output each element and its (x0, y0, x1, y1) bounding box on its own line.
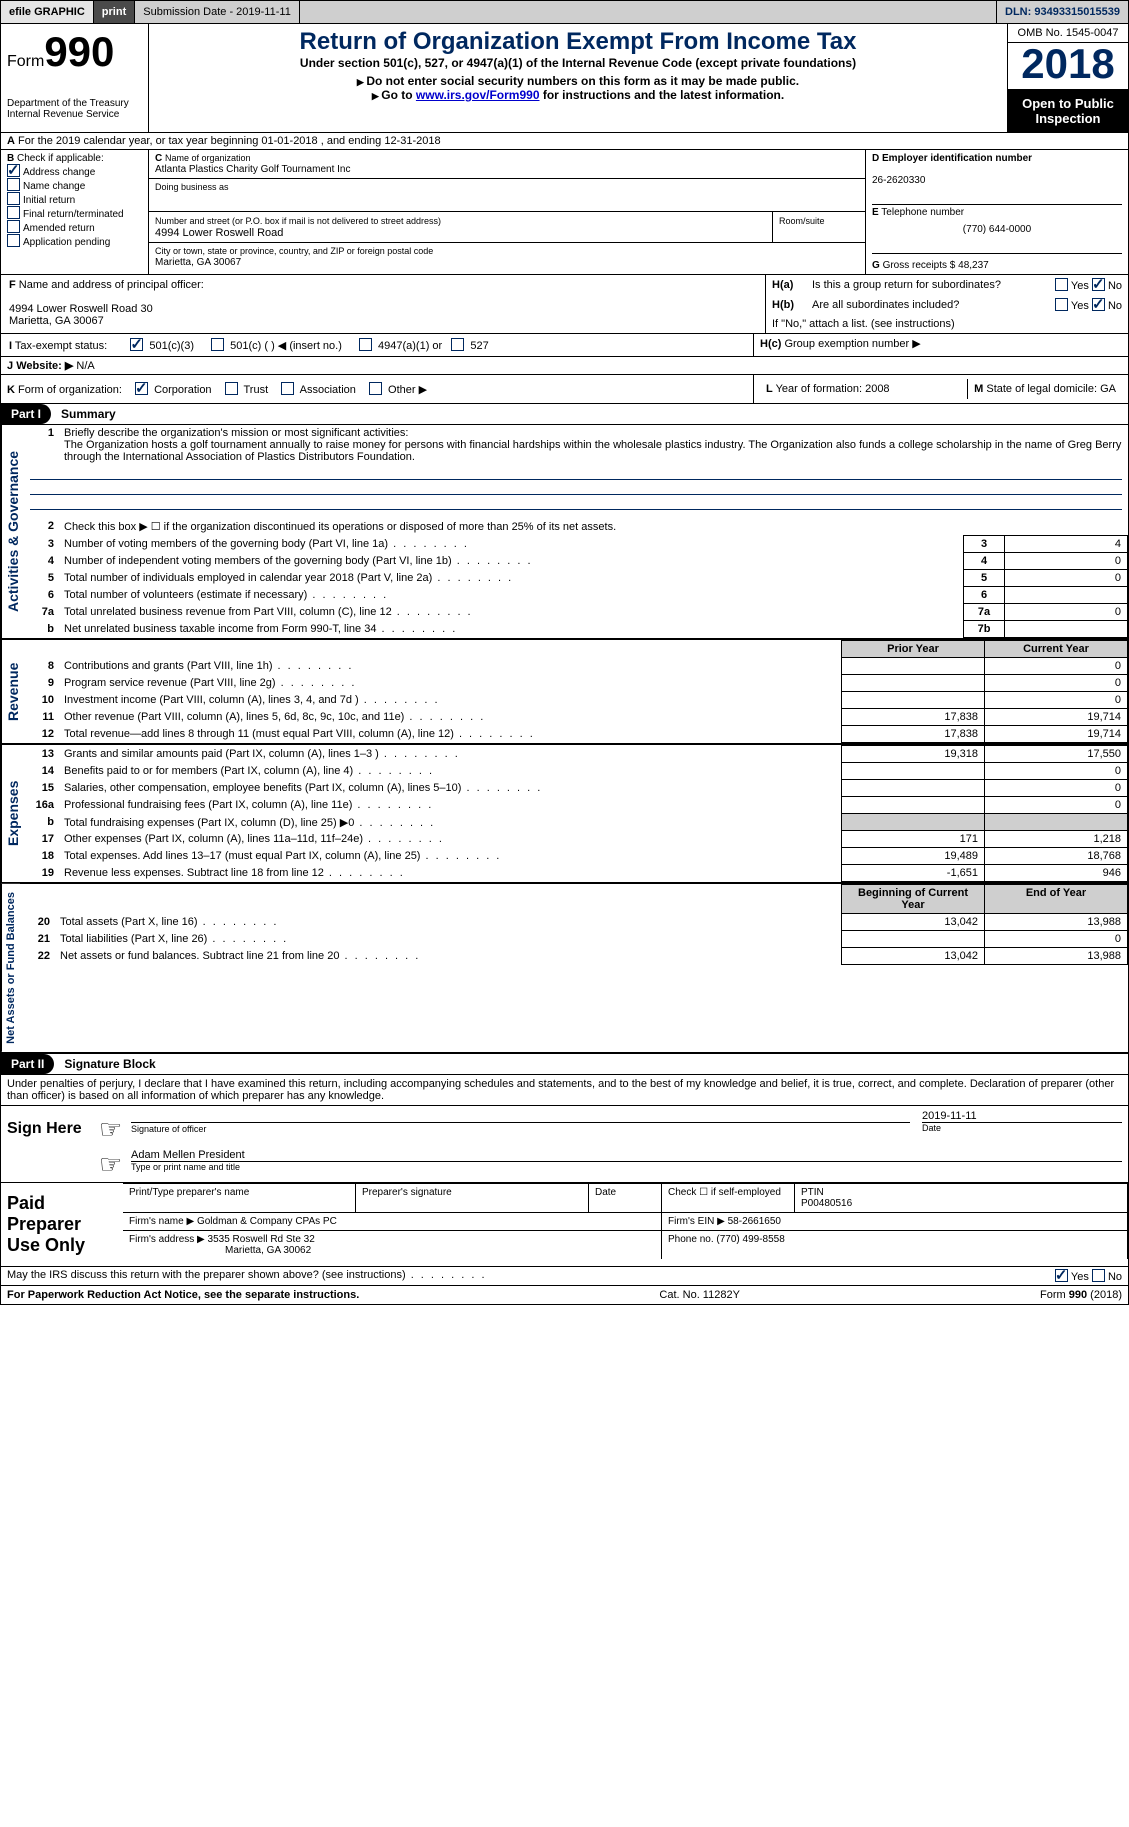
page-footer: For Paperwork Reduction Act Notice, see … (0, 1286, 1129, 1305)
form-note-link: Go to www.irs.gov/Form990 for instructio… (155, 88, 1001, 102)
section-netassets: Net Assets or Fund Balances Beginning of… (0, 884, 1129, 1054)
side-na: Net Assets or Fund Balances (1, 884, 20, 1052)
ih-block: I Tax-exempt status: 501(c)(3) 501(c) ( … (0, 334, 1129, 357)
box-b: B Check if applicable: Address change Na… (1, 150, 148, 274)
check-amended[interactable] (7, 220, 20, 233)
form990-link[interactable]: www.irs.gov/Form990 (416, 88, 540, 102)
k-trust[interactable] (225, 382, 238, 395)
form-header: Form990 Department of the Treasury Inter… (0, 24, 1129, 133)
mission-text: The Organization hosts a golf tournament… (64, 439, 1121, 463)
open-to-inspection: Open to Public Inspection (1008, 90, 1128, 132)
box-deg: D Employer identification number 26-2620… (866, 150, 1128, 274)
section-expenses: Expenses 13Grants and similar amounts pa… (0, 745, 1129, 884)
check-initial-return[interactable] (7, 192, 20, 205)
i-527[interactable] (451, 338, 464, 351)
discuss-line: May the IRS discuss this return with the… (0, 1267, 1129, 1286)
perjury-text: Under penalties of perjury, I declare th… (0, 1075, 1129, 1106)
discuss-yes[interactable] (1055, 1269, 1068, 1282)
ha-yes[interactable] (1055, 278, 1068, 291)
box-hc: H(c) Group exemption number ▶ (753, 334, 1128, 356)
form-number: Form990 (7, 28, 142, 76)
check-name-change[interactable] (7, 178, 20, 191)
dept-treasury: Department of the Treasury (7, 98, 142, 109)
part2-header: Part II Signature Block (0, 1054, 1129, 1075)
i-501c3[interactable] (130, 338, 143, 351)
org-street: 4994 Lower Roswell Road (155, 227, 283, 239)
form-title: Return of Organization Exempt From Incom… (155, 28, 1001, 56)
form-subtitle: Under section 501(c), 527, or 4947(a)(1)… (155, 56, 1001, 70)
i-4947[interactable] (359, 338, 372, 351)
discuss-no[interactable] (1092, 1269, 1105, 1282)
form-note-ssn: Do not enter social security numbers on … (155, 74, 1001, 88)
org-city: Marietta, GA 30067 (155, 257, 241, 268)
fh-block: F Name and address of principal officer:… (0, 275, 1129, 334)
paid-preparer-block: Paid Preparer Use Only Print/Type prepar… (0, 1183, 1129, 1267)
klm-block: K Form of organization: Corporation Trus… (0, 375, 1129, 404)
efile-label: efile GRAPHIC (1, 1, 94, 23)
print-button[interactable]: print (94, 1, 135, 23)
box-f: F Name and address of principal officer:… (1, 275, 765, 333)
check-final-return[interactable] (7, 206, 20, 219)
bcdeg-block: B Check if applicable: Address change Na… (0, 150, 1129, 275)
check-address-change[interactable] (7, 164, 20, 177)
check-app-pending[interactable] (7, 234, 20, 247)
tax-year: 2018 (1008, 43, 1128, 90)
section-revenue: Revenue Prior YearCurrent Year 8Contribu… (0, 640, 1129, 745)
side-rev: Revenue (1, 640, 24, 743)
box-h: H(a) Is this a group return for subordin… (765, 275, 1128, 333)
side-ag: Activities & Governance (1, 425, 24, 638)
line-a: A For the 2019 calendar year, or tax yea… (0, 133, 1129, 150)
section-ag: Activities & Governance 1Briefly describ… (0, 425, 1129, 640)
submission-date: Submission Date - 2019-11-11 (135, 1, 300, 23)
box-j: J Website: ▶ N/A (0, 357, 1129, 375)
box-k: K Form of organization: Corporation Trus… (1, 378, 753, 400)
k-other[interactable] (369, 382, 382, 395)
k-assoc[interactable] (281, 382, 294, 395)
h-note: If "No," attach a list. (see instruction… (766, 315, 1128, 333)
ha-no[interactable] (1092, 278, 1105, 291)
k-corp[interactable] (135, 382, 148, 395)
gross-receipts: 48,237 (958, 260, 989, 271)
part1-header: Part I Summary (0, 404, 1129, 425)
dln: DLN: 93493315015539 (997, 1, 1128, 23)
hb-no[interactable] (1092, 298, 1105, 311)
phone: (770) 644-0000 (872, 224, 1122, 235)
sign-here-block: Sign Here ☞ Signature of officer 2019-11… (0, 1106, 1129, 1183)
org-name: Atlanta Plastics Charity Golf Tournament… (155, 164, 350, 175)
box-c: C Name of organization Atlanta Plastics … (148, 150, 866, 274)
hb-yes[interactable] (1055, 298, 1068, 311)
i-501c[interactable] (211, 338, 224, 351)
side-exp: Expenses (1, 745, 24, 882)
ein: 26-2620330 (872, 175, 925, 186)
top-bar: efile GRAPHIC print Submission Date - 20… (0, 0, 1129, 24)
top-bar-spacer (300, 1, 997, 23)
dept-irs: Internal Revenue Service (7, 109, 142, 120)
box-i: I Tax-exempt status: 501(c)(3) 501(c) ( … (1, 334, 753, 356)
